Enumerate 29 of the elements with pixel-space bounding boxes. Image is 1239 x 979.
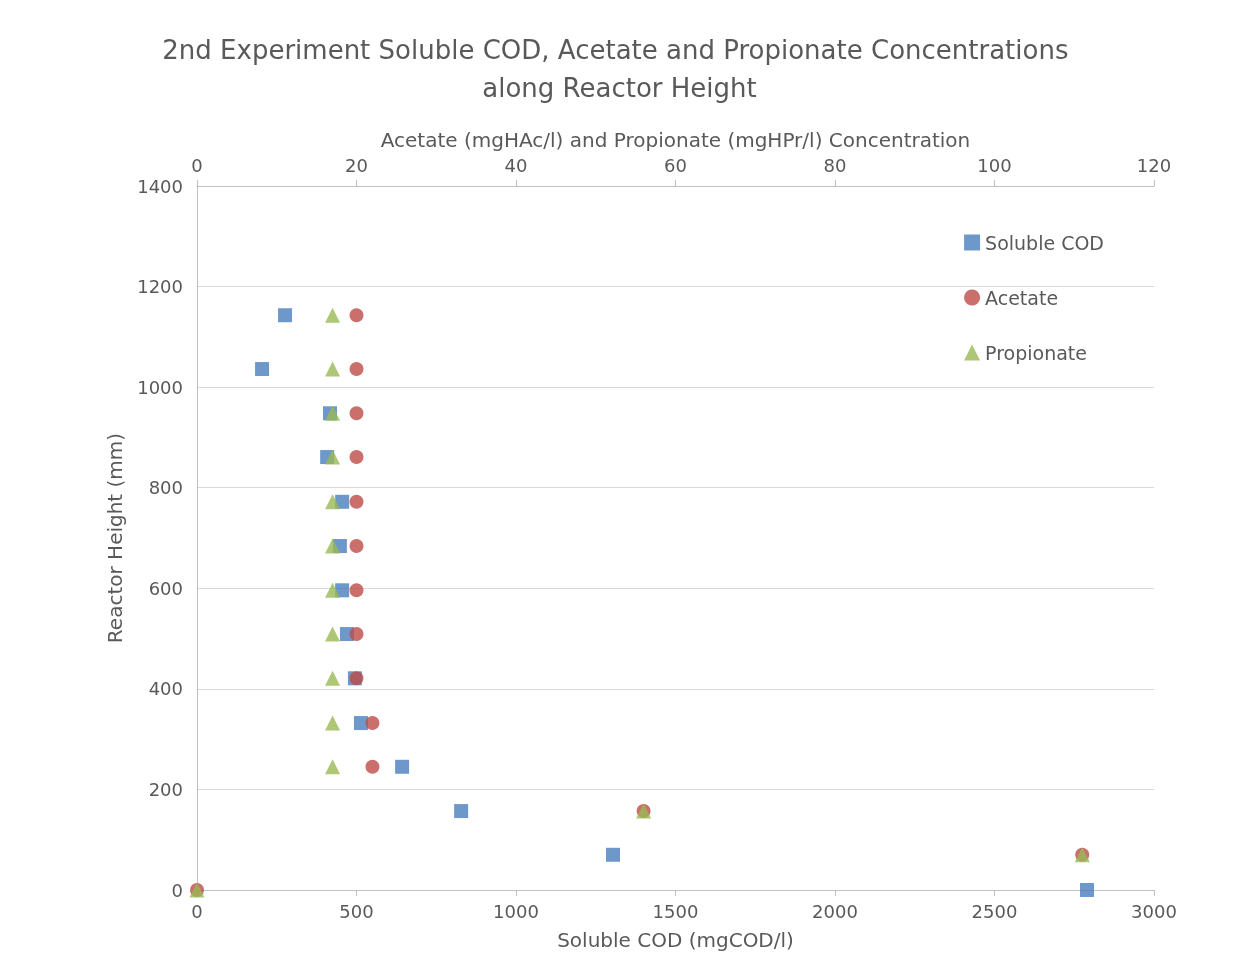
x2-tick-label: 0 bbox=[191, 154, 203, 176]
y-tick-label: 1400 bbox=[137, 175, 183, 197]
legend-label: Acetate bbox=[985, 286, 1059, 309]
x-tick-label: 2500 bbox=[971, 900, 1018, 922]
legend-label: Propionate bbox=[985, 341, 1088, 364]
x-tick-label: 0 bbox=[191, 900, 203, 922]
x-tick-label: 1000 bbox=[493, 900, 539, 922]
y-tick-label: 0 bbox=[171, 879, 183, 901]
x2-tick-label: 100 bbox=[977, 154, 1012, 176]
legend-label: Soluble COD bbox=[985, 231, 1105, 254]
y-tick-label: 800 bbox=[148, 477, 183, 499]
y-tick-label: 400 bbox=[148, 678, 183, 700]
x-tick-label: 2000 bbox=[812, 900, 858, 922]
x2-tick-label: 120 bbox=[1136, 154, 1172, 176]
chart-title: 2nd Experiment Soluble COD, Acetate and Propionate Concentrations along Reactor Height bbox=[162, 35, 1077, 103]
y-tick-label: 1200 bbox=[137, 276, 183, 298]
x2-axis-title: Acetate (mgHAc/l) and Propionate (mgHPr/l) Concentration bbox=[380, 128, 971, 152]
y-axis-title: Reactor Height (mm) bbox=[103, 432, 127, 644]
y-tick-label: 200 bbox=[148, 778, 183, 800]
x-tick-label: 500 bbox=[339, 900, 374, 922]
x2-tick-label: 40 bbox=[504, 154, 528, 176]
x-axis-title: Soluble COD (mgCOD/l) bbox=[557, 928, 794, 952]
x2-tick-label: 60 bbox=[664, 154, 687, 176]
x-tick-label: 3000 bbox=[1131, 900, 1177, 922]
x2-tick-label: 20 bbox=[345, 154, 368, 176]
y-tick-label: 1000 bbox=[137, 376, 183, 398]
x-tick-label: 1500 bbox=[652, 900, 699, 922]
y-tick-label: 600 bbox=[148, 577, 183, 599]
x2-tick-label: 80 bbox=[823, 154, 847, 176]
